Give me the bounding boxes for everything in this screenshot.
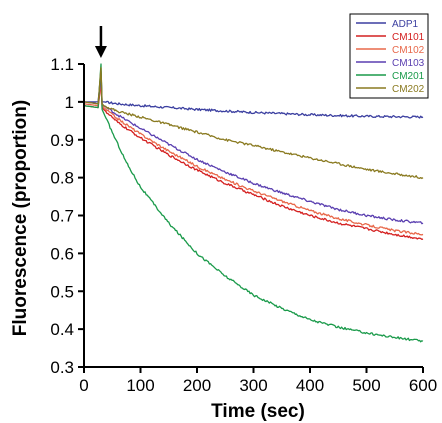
legend-label-cm201: CM201 [392, 71, 425, 82]
legend-label-cm202: CM202 [392, 84, 425, 95]
series-line-cm102 [83, 78, 424, 236]
series-line-cm101 [83, 82, 424, 241]
x-tick-label: 0 [79, 376, 88, 395]
y-tick-label: 0.5 [50, 282, 74, 301]
y-tick-label: 0.9 [50, 131, 74, 150]
y-tick-label: 1 [65, 93, 74, 112]
x-tick-label: 200 [183, 376, 211, 395]
legend-box [349, 13, 429, 99]
y-tick-label: 0.7 [50, 207, 74, 226]
series-layer [83, 63, 424, 343]
x-tick-label: 600 [409, 376, 437, 395]
y-tick-label: 0.3 [50, 358, 74, 377]
x-axis-title: Time (sec) [211, 401, 305, 422]
y-tick-label: 0.6 [50, 244, 74, 263]
arrow-head-icon [94, 46, 107, 58]
ticks-layer: 0 100 200 300 400 500 600 0.3 0.4 0.5 0.6 0.7 0.8 0.9… [50, 55, 437, 395]
series-line-cm103 [83, 74, 424, 225]
x-tick-label: 300 [239, 376, 267, 395]
x-tick-label: 500 [352, 376, 380, 395]
x-tick-label: 400 [296, 376, 324, 395]
series-line-cm201 [83, 63, 424, 343]
y-tick-label: 1.1 [50, 55, 74, 74]
legend-label-adp1: ADP1 [392, 19, 419, 30]
series-line-cm202 [83, 67, 424, 180]
series-line-adp1 [84, 70, 424, 119]
y-axis-title: Fluorescence (proportion) [10, 100, 31, 336]
legend-label-cm102: CM102 [392, 45, 425, 56]
y-tick-label: 0.8 [50, 169, 74, 188]
y-tick-label: 0.4 [50, 320, 74, 339]
legend: ADP1 CM101 CM102 CM103 CM201 CM202 [349, 13, 429, 99]
x-tick-label: 100 [126, 376, 154, 395]
legend-label-cm103: CM103 [392, 58, 425, 69]
legend-label-cm101: CM101 [392, 32, 425, 43]
annotation-layer [94, 26, 107, 58]
